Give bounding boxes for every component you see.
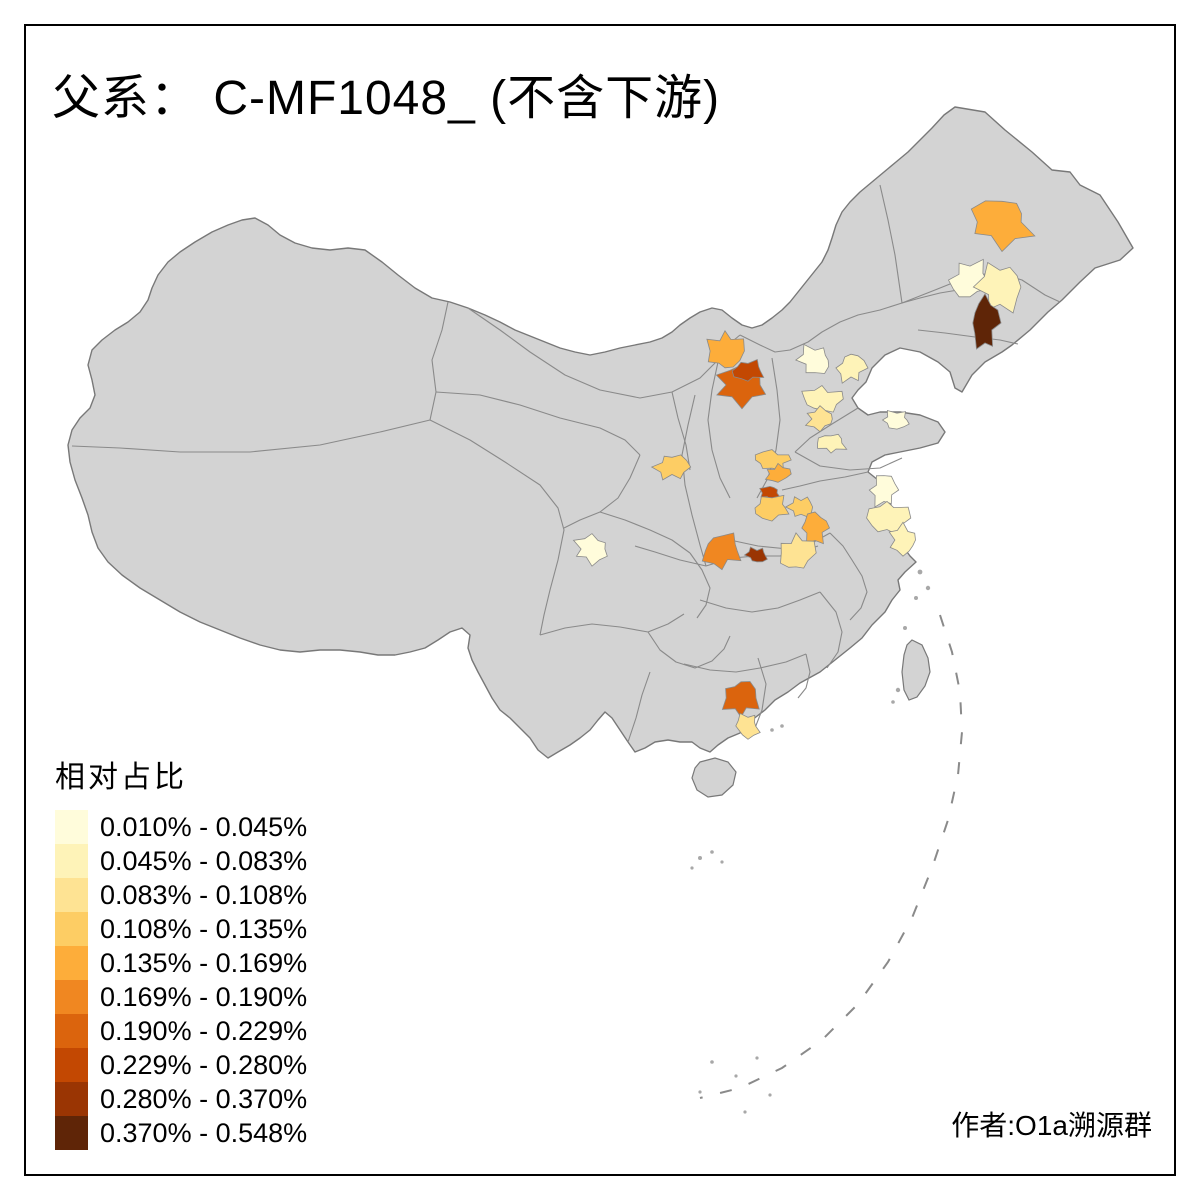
legend-item-label: 0.083% - 0.108%	[100, 880, 308, 910]
legend-item-label: 0.190% - 0.229%	[100, 1016, 308, 1046]
legend-swatch	[55, 912, 88, 946]
legend-title: 相对占比	[55, 761, 187, 794]
legend-item: 0.083% - 0.108%	[55, 878, 307, 912]
region-highlight	[888, 521, 916, 557]
legend-item-label: 0.010% - 0.045%	[100, 812, 308, 842]
legend-item-label: 0.135% - 0.169%	[100, 948, 308, 978]
region-highlight	[780, 532, 817, 569]
mainland-outline	[67, 106, 1134, 759]
legend-swatch	[55, 946, 88, 980]
region-highlight	[868, 475, 900, 508]
region-highlight	[801, 384, 844, 413]
region-highlight	[721, 681, 760, 718]
legend-swatch	[55, 1082, 88, 1116]
region-highlight	[764, 462, 792, 483]
legend-item: 0.370% - 0.548%	[55, 1116, 307, 1150]
legend-item: 0.190% - 0.229%	[55, 1014, 307, 1048]
legend-swatch	[55, 810, 88, 844]
region-highlight	[835, 353, 869, 384]
legend-item-label: 0.370% - 0.548%	[100, 1118, 308, 1148]
legend-swatch	[55, 878, 88, 912]
legend-item-label: 0.280% - 0.370%	[100, 1084, 308, 1114]
map-title: 父系： C-MF1048_ (不含下游)	[52, 72, 721, 125]
legend-item-label: 0.169% - 0.190%	[100, 982, 308, 1012]
region-highlight	[817, 433, 848, 454]
legend-item: 0.280% - 0.370%	[55, 1082, 307, 1116]
region-highlight	[972, 293, 1002, 350]
legend-item: 0.169% - 0.190%	[55, 980, 307, 1014]
region-highlight	[735, 712, 761, 740]
legend-item: 0.010% - 0.045%	[55, 810, 307, 844]
legend-item-label: 0.229% - 0.280%	[100, 1050, 308, 1080]
region-highlight	[972, 261, 1022, 314]
region-highlight	[801, 511, 831, 545]
legend: 相对占比 0.010% - 0.045% 0.045% - 0.083% 0.083…	[55, 752, 307, 1150]
region-highlight	[701, 532, 742, 571]
small-islands	[690, 569, 931, 1114]
region-highlight	[804, 405, 833, 433]
hainan-island	[691, 757, 737, 798]
region-highlights	[572, 200, 1036, 740]
legend-swatch	[55, 1048, 88, 1082]
legend-item: 0.135% - 0.169%	[55, 946, 307, 980]
legend-item-label: 0.108% - 0.135%	[100, 914, 308, 944]
legend-item: 0.229% - 0.280%	[55, 1048, 307, 1082]
region-highlight	[881, 409, 910, 430]
legend-item: 0.045% - 0.083%	[55, 844, 307, 878]
region-highlight	[706, 330, 745, 369]
legend-item-label: 0.045% - 0.083%	[100, 846, 308, 876]
region-highlight	[743, 546, 768, 563]
legend-swatch	[55, 844, 88, 878]
attribution-text: 作者:O1a溯源群	[951, 1110, 1152, 1141]
legend-item: 0.108% - 0.135%	[55, 912, 307, 946]
region-highlight	[572, 533, 608, 567]
region-highlight	[794, 343, 830, 374]
region-highlight	[754, 494, 790, 522]
legend-items: 0.010% - 0.045% 0.045% - 0.083% 0.083% - 0…	[55, 810, 307, 1150]
legend-swatch	[55, 1116, 88, 1150]
taiwan-island	[901, 639, 931, 701]
region-highlight	[970, 200, 1036, 253]
region-highlight	[650, 454, 692, 481]
legend-swatch	[55, 980, 88, 1014]
legend-swatch	[55, 1014, 88, 1048]
region-highlight	[731, 358, 765, 382]
